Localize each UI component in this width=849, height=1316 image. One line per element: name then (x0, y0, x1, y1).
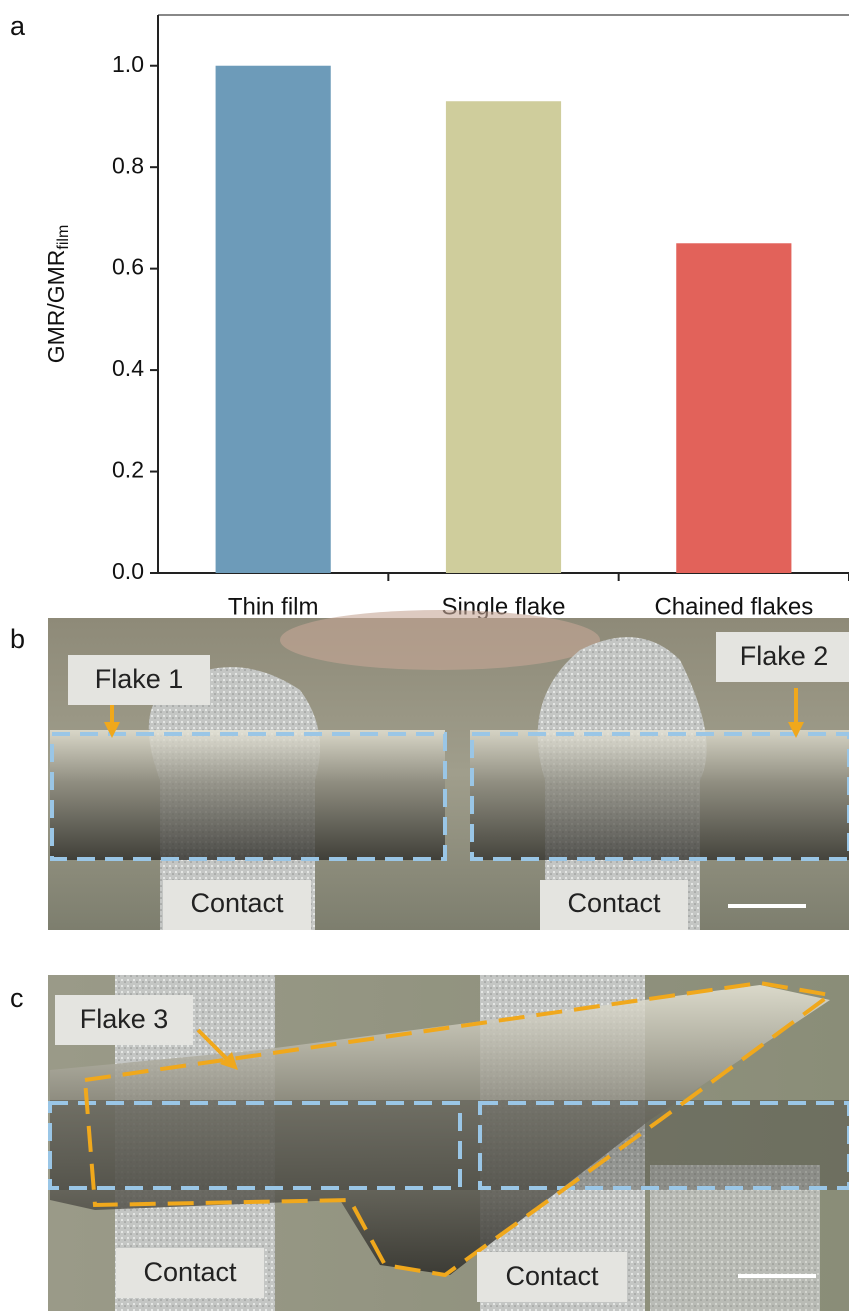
label: Flake 1 (95, 664, 184, 694)
glare (280, 610, 600, 670)
label: Contact (190, 888, 284, 918)
label: Flake 3 (80, 1004, 169, 1034)
label: Flake 2 (740, 641, 829, 671)
bar (216, 66, 331, 573)
x-tick-label: Thin film (228, 593, 319, 620)
label: Contact (567, 888, 661, 918)
flake (470, 730, 849, 860)
panel-label: a (10, 11, 26, 41)
micrograph-c: Flake 3 Contact Contact (48, 975, 849, 1311)
page: a b c GMR/GMRfilm 0.0 0.2 0.4 0.6 0.8 1.0 Thin… (0, 0, 849, 1316)
flake (50, 730, 445, 860)
y-axis-label-main: GMR/GMR (43, 250, 69, 364)
y-tick-label: 0.4 (112, 355, 144, 381)
bar (676, 243, 791, 573)
micrograph-b: Flake 1 Flake 2 Contact Contact (48, 610, 849, 930)
x-tick-label: Chained flakes (654, 593, 813, 620)
figure: a b c GMR/GMRfilm 0.0 0.2 0.4 0.6 0.8 1.0 Thin… (0, 0, 849, 1311)
y-tick-label: 0.0 (112, 558, 144, 584)
y-tick-label: 0.6 (112, 254, 144, 280)
y-tick-label: 0.2 (112, 457, 144, 483)
y-axis-label: GMR/GMRfilm (43, 225, 72, 364)
panel-label: c (10, 983, 24, 1013)
y-axis-label-sub: film (55, 225, 72, 250)
panel-label: b (10, 624, 25, 654)
label: Contact (143, 1257, 237, 1287)
flake (50, 1100, 849, 1190)
y-tick-label: 0.8 (112, 152, 144, 178)
label: Contact (505, 1261, 599, 1291)
bar (446, 101, 561, 573)
y-tick-label: 1.0 (112, 51, 144, 77)
